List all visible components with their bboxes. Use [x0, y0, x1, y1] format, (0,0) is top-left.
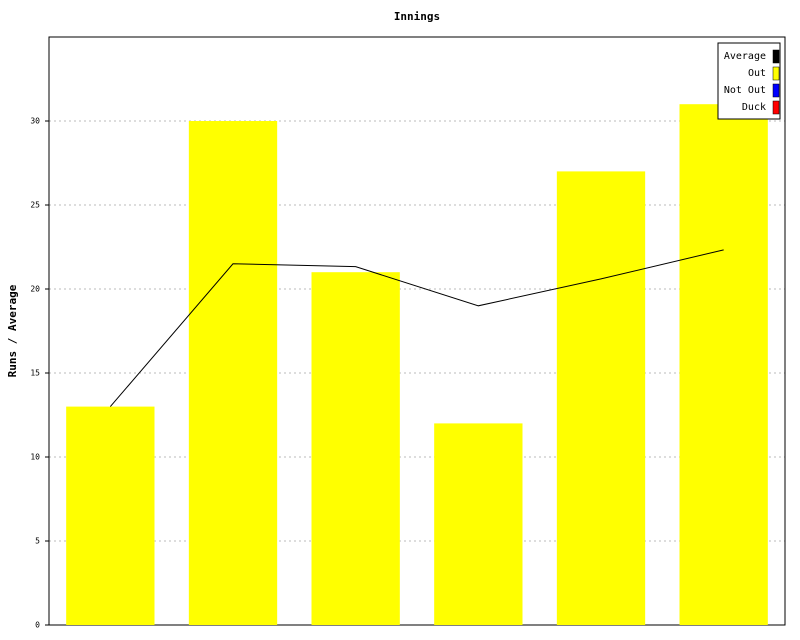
y-tick-label: 0: [35, 621, 40, 630]
line: [109, 249, 724, 407]
plot-frame: [48, 36, 786, 626]
y-tick-label: 30: [30, 117, 40, 126]
legend-label: Out: [748, 68, 766, 79]
chart-title: Innings: [394, 10, 440, 23]
bar: [66, 406, 155, 625]
y-axis-label: Runs / Average: [6, 284, 19, 377]
legend-label: Not Out: [724, 85, 766, 96]
bar: [679, 104, 768, 625]
legend-label: Average: [724, 51, 766, 62]
bar: [311, 272, 400, 625]
legend-swatch: [772, 100, 780, 115]
legend-swatch: [772, 83, 780, 98]
bar: [434, 423, 523, 625]
y-tick-label: 20: [30, 285, 40, 294]
legend-swatch: [772, 49, 780, 64]
bar: [556, 171, 646, 625]
y-tick-label: 5: [35, 537, 40, 546]
legend-box: [717, 42, 781, 120]
bar: [188, 121, 278, 625]
y-tick-label: 25: [30, 201, 40, 210]
legend-swatch: [772, 66, 780, 81]
legend-label: Duck: [742, 102, 766, 113]
y-tick-label: 15: [30, 369, 40, 378]
y-tick-label: 10: [30, 453, 40, 462]
